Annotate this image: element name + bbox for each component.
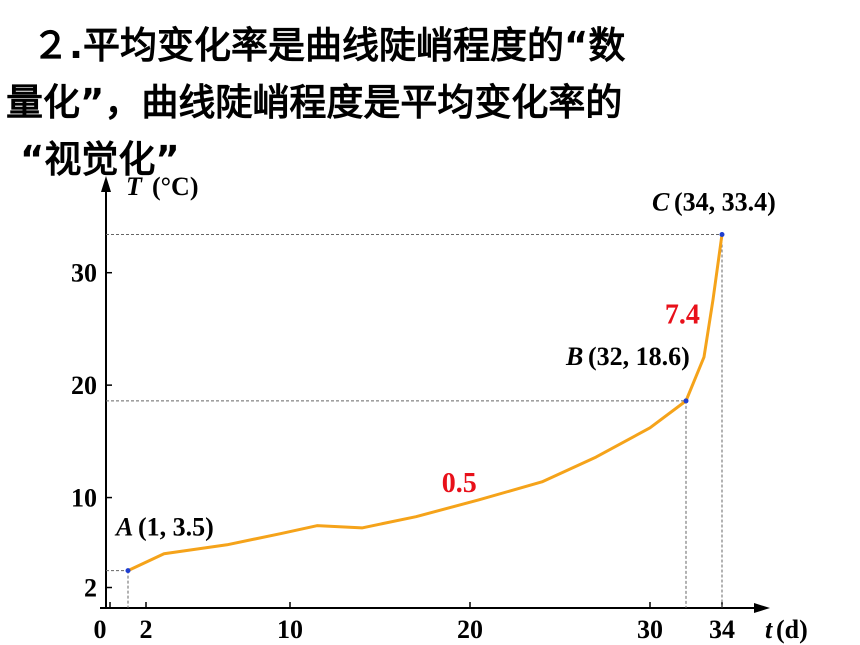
title-line: 量化”，曲线陡峭程度是平均变化率的: [6, 81, 622, 124]
x-label-unit: (d): [776, 615, 808, 644]
point-name: B: [565, 342, 583, 371]
x-label: t: [765, 615, 773, 644]
x-tick-label: 2: [140, 615, 153, 644]
point: [719, 231, 725, 237]
x-tick-label: 10: [277, 615, 303, 644]
x-tick-label: 20: [457, 615, 483, 644]
point-label: (34, 33.4): [674, 187, 776, 216]
annotation: 7.4: [665, 299, 700, 330]
point: [683, 398, 689, 404]
y-tick-label: 30: [71, 259, 97, 288]
y-arrow: [101, 176, 111, 192]
x-tick-label: 30: [637, 615, 663, 644]
y-tick-label: 10: [71, 484, 97, 513]
x-arrow: [754, 603, 770, 613]
title-line: ２.平均变化率是曲线陡峭程度的“数: [32, 24, 625, 67]
point-name: C: [652, 187, 670, 216]
line: [127, 234, 724, 573]
x-tick-label: 0: [94, 615, 107, 644]
y-label-unit: (°C): [152, 172, 199, 201]
point-label: (32, 18.6): [588, 342, 690, 371]
y-tick-label: 2: [84, 574, 97, 603]
point: [125, 568, 131, 574]
point-name: A: [114, 513, 133, 542]
y-label: T: [126, 172, 143, 201]
title-line: “视觉化”: [20, 138, 180, 181]
x-tick-label: 34: [709, 615, 735, 644]
y-tick-label: 20: [71, 371, 97, 400]
annotation: 0.5: [442, 468, 477, 499]
point-label: (1, 3.5): [138, 513, 214, 542]
